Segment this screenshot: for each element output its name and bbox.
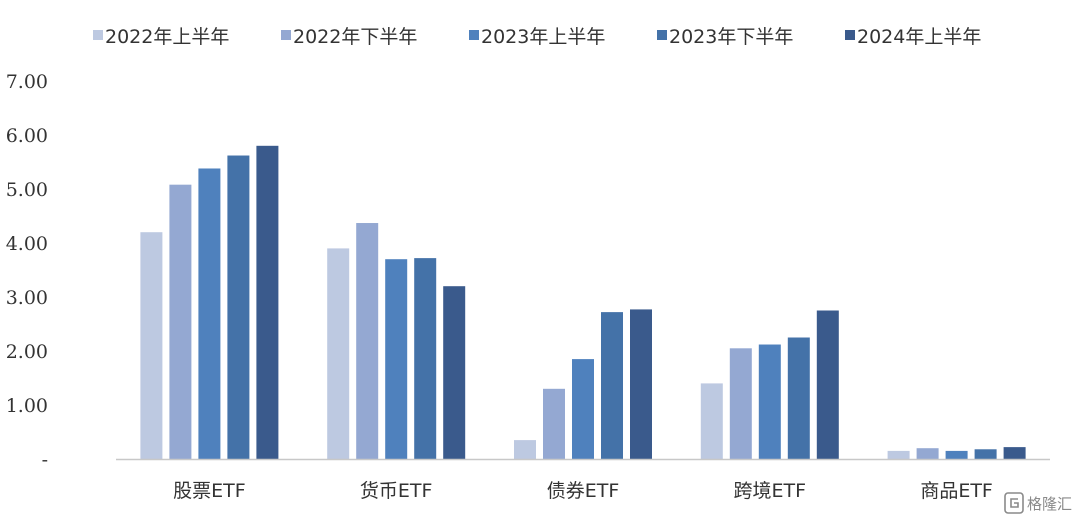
bar xyxy=(327,248,350,459)
bar xyxy=(514,440,536,459)
legend-swatch xyxy=(281,30,291,40)
legend-swatch xyxy=(657,30,667,40)
x-category-label: 跨境ETF xyxy=(734,480,807,502)
bar xyxy=(816,310,839,459)
bar xyxy=(443,286,466,459)
bar xyxy=(630,309,652,459)
x-category-label: 商品ETF xyxy=(920,480,993,502)
legend-label: 2024年上半年 xyxy=(857,26,981,48)
x-category-label: 债券ETF xyxy=(547,480,620,502)
legend-swatch xyxy=(93,30,103,40)
bar xyxy=(385,259,408,459)
bar xyxy=(945,450,968,459)
y-axis: - 1.00 2.00 3.00 4.00 5.00 6.00 7.00 xyxy=(6,71,48,471)
legend-label: 2023年上半年 xyxy=(481,26,605,48)
watermark: 格隆汇 xyxy=(1004,492,1072,514)
bar xyxy=(887,450,910,459)
bar xyxy=(1003,447,1026,459)
bar xyxy=(758,344,781,459)
y-tick-label: 3.00 xyxy=(6,287,48,309)
bar xyxy=(227,155,250,459)
legend-swatch xyxy=(469,30,479,40)
bar xyxy=(601,312,623,459)
bar xyxy=(729,348,752,459)
bar xyxy=(356,223,379,459)
bar xyxy=(543,388,565,459)
bar xyxy=(974,449,997,459)
legend-label: 2022年上半年 xyxy=(105,26,229,48)
y-tick-label: 4.00 xyxy=(6,233,48,255)
watermark-text: 格隆汇 xyxy=(1027,495,1072,513)
bar xyxy=(700,383,723,459)
legend-swatch xyxy=(845,30,855,40)
bar xyxy=(140,232,163,459)
y-tick-label: 2.00 xyxy=(6,341,48,363)
legend-label: 2022年下半年 xyxy=(293,26,417,48)
gelonghui-logo-mark xyxy=(1010,498,1019,508)
bar xyxy=(414,258,437,459)
y-tick-label: - xyxy=(42,449,48,471)
legend-label: 2023年下半年 xyxy=(669,26,793,48)
legend: 2022年上半年 2022年下半年 2023年上半年 2023年下半年 2024年上半年 xyxy=(93,26,981,48)
gelonghui-logo-icon xyxy=(1004,492,1024,514)
y-tick-label: 7.00 xyxy=(6,71,48,93)
y-tick-label: 5.00 xyxy=(6,179,48,201)
bar xyxy=(169,184,192,459)
bar xyxy=(916,448,939,459)
x-axis: 股票ETF 货币ETF 债券ETF 跨境ETF 商品ETF xyxy=(173,480,993,502)
y-tick-label: 6.00 xyxy=(6,125,48,147)
bar xyxy=(572,359,594,459)
y-tick-label: 1.00 xyxy=(6,395,48,417)
bar xyxy=(256,145,279,460)
x-category-label: 股票ETF xyxy=(173,480,246,502)
bar xyxy=(787,337,810,459)
bars xyxy=(140,145,1026,460)
bar xyxy=(198,168,221,460)
x-category-label: 货币ETF xyxy=(360,480,433,502)
